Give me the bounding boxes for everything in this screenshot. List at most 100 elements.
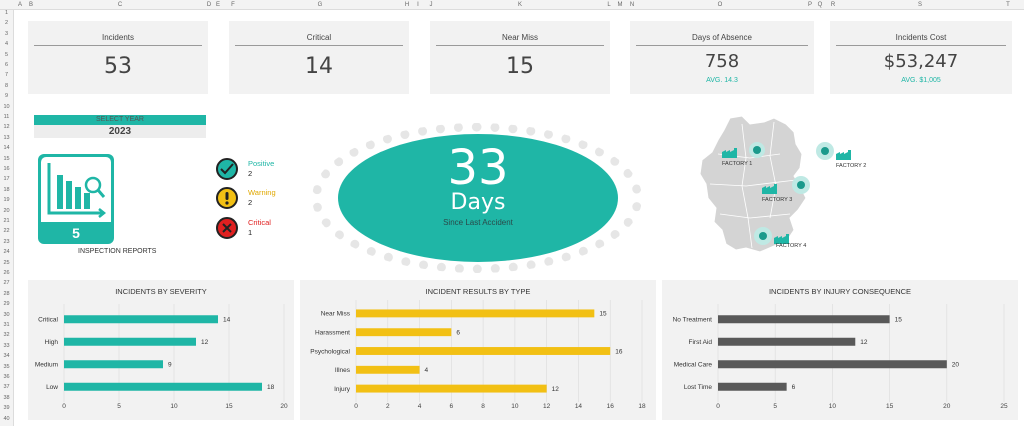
column-header[interactable]: P [807,2,813,8]
column-header[interactable]: M [617,2,623,8]
column-header[interactable]: L [607,2,611,8]
data-label: 18 [267,384,275,391]
row-header[interactable]: 1 [4,10,9,16]
row-header[interactable]: 24 [3,249,10,256]
row-header[interactable]: 9 [4,93,9,100]
row-header[interactable]: 12 [3,124,10,131]
x-tick-label: 18 [638,403,646,410]
bar [718,315,890,324]
bar [356,365,420,374]
row-header[interactable]: 37 [3,384,10,391]
data-label: 4 [425,367,429,374]
factory-label: FACTORY 1 [722,161,753,167]
row-header[interactable]: 7 [4,72,9,79]
bar [718,337,856,346]
type-chart: 0 2 4 6 8 10 12 14 16 18 Near Miss 15 Harassment 6 Psy… [310,300,646,410]
row-header[interactable]: 16 [3,166,10,172]
row-header[interactable]: 19 [3,197,10,204]
select-year-dropdown[interactable]: 2023 [34,125,206,138]
row-header[interactable]: 23 [3,238,10,245]
kpi-title: Days of Absence [691,33,753,42]
x-tick-label: 20 [280,403,288,410]
column-header[interactable]: K [517,2,523,8]
x-tick-label: 12 [543,403,551,410]
row-header[interactable]: 36 [3,374,10,380]
row-header[interactable]: 25 [3,259,10,266]
row-header[interactable]: 18 [3,186,10,193]
row-header[interactable]: 40 [3,415,10,422]
row-header[interactable]: 21 [3,218,10,224]
kpi-title: Incidents [101,33,135,42]
kpi-value: 758 [704,51,740,72]
x-tick-label: 5 [773,403,777,410]
row-header[interactable]: 39 [3,405,10,412]
row-header[interactable]: 27 [3,280,10,287]
column-header[interactable]: H [404,2,410,8]
row-header[interactable]: 20 [3,207,10,214]
column-header[interactable]: N [629,2,635,8]
factory-1-marker[interactable] [749,142,765,158]
column-header[interactable]: E [215,2,221,8]
kpi-average: AVG. 14.3 [706,77,738,84]
column-header[interactable]: C [117,2,123,8]
factory-3-marker[interactable] [792,176,810,194]
category-label: Low [46,384,58,391]
column-header[interactable]: F [231,2,235,8]
row-header[interactable]: 26 [3,270,10,276]
x-tick-label: 10 [829,403,837,410]
row-header[interactable]: 31 [3,322,10,328]
column-header[interactable]: B [28,2,34,8]
row-header[interactable]: 32 [3,332,10,339]
column-header[interactable]: S [917,2,923,8]
row-header[interactable]: 29 [3,301,10,308]
row-header[interactable]: 5 [4,51,9,58]
row-header[interactable]: 10 [3,103,10,110]
data-label: 20 [952,362,960,369]
column-header[interactable]: R [830,2,836,8]
column-header[interactable]: T [1006,2,1010,8]
kpi-incidents-cost-card: Incidents Cost $53,247 AVG. $1,005 [830,21,1012,94]
factory-2-marker[interactable] [816,142,834,160]
row-header[interactable]: 38 [3,394,10,401]
column-header[interactable]: O [717,2,723,8]
category-label: Harassment [315,330,350,337]
column-header[interactable]: A [17,2,23,8]
inspection-reports-tile[interactable]: 5 [38,154,114,244]
bar [356,328,452,337]
column-header[interactable]: G [317,2,323,8]
row-header[interactable]: 28 [3,290,10,297]
column-header[interactable]: J [429,2,433,8]
row-header[interactable]: 30 [3,311,10,318]
column-header[interactable]: D [206,2,212,8]
row-header[interactable]: 14 [3,145,10,152]
column-header[interactable]: I [417,2,419,8]
x-tick-label: 4 [418,403,422,410]
row-header[interactable]: 8 [4,82,9,89]
row-header[interactable]: 17 [3,176,10,183]
x-tick-label: 15 [886,403,894,410]
row-header[interactable]: 34 [3,353,10,360]
kpi-divider [836,45,1006,46]
row-header[interactable]: 15 [3,155,10,162]
data-label: 14 [223,317,231,324]
row-header[interactable]: 33 [3,342,10,349]
x-icon [216,217,238,239]
row-header[interactable]: 35 [3,363,10,370]
factory-4-marker[interactable] [754,227,772,245]
row-header[interactable]: 4 [4,41,9,48]
kpi-divider [636,45,808,46]
status-label: Critical [248,218,271,227]
row-header[interactable]: 6 [4,62,9,68]
select-year-label: SELECT YEAR [34,115,206,125]
bar [64,337,196,346]
row-header[interactable]: 11 [3,114,10,120]
factory-label: FACTORY 2 [836,163,867,169]
row-header[interactable]: 13 [3,134,10,141]
column-header[interactable]: Q [817,2,823,8]
category-label: Illnes [335,367,351,374]
row-header[interactable]: 2 [4,20,9,27]
row-header[interactable]: 22 [3,228,10,235]
row-header[interactable]: 3 [4,30,9,37]
germany-map-shape [699,115,807,253]
factory-building-icon [836,150,851,160]
